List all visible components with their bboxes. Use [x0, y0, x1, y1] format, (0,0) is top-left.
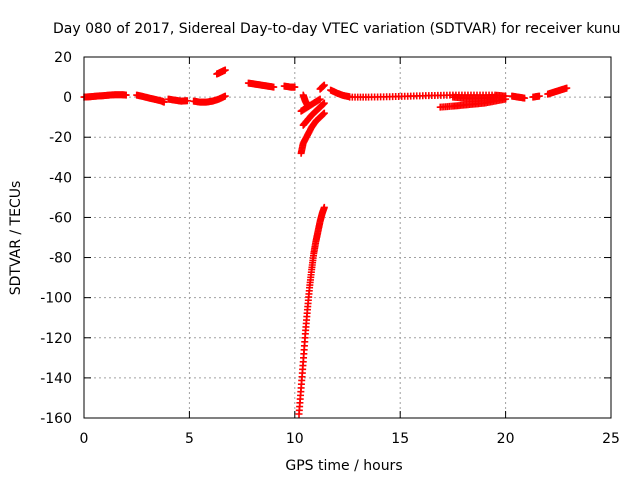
series-arc18 [508, 92, 529, 102]
y-tick-label: -60 [49, 210, 72, 226]
data-point [183, 97, 191, 105]
series-arc13 [316, 81, 328, 93]
data-point [221, 92, 229, 100]
series-arc1 [80, 91, 130, 101]
data-point [502, 95, 510, 103]
series-arc11 [299, 91, 311, 109]
series-arc4 [190, 92, 229, 106]
y-tick-label: 0 [63, 90, 72, 106]
series-arc17 [449, 93, 499, 103]
x-tick-label: 20 [497, 431, 515, 447]
y-axis-label: SDTVAR / TECUs [8, 181, 24, 296]
y-tick-label: -20 [49, 130, 72, 146]
x-axis-label: GPS time / hours [285, 458, 402, 474]
y-tick-labels: 20 0 -20 -40 -60 -80 -100 -120 -140 -160 [40, 50, 72, 427]
y-tick-label: -140 [40, 371, 72, 387]
series-arc7 [280, 82, 299, 91]
data-point [320, 81, 328, 89]
series-arc5 [213, 66, 229, 78]
data-point [221, 66, 229, 74]
series-arc10 [297, 109, 328, 157]
series-arc19 [529, 92, 543, 101]
series-arc15 [346, 91, 510, 101]
series-arc16 [436, 95, 510, 111]
data-point [316, 95, 324, 103]
x-tick-label: 5 [185, 431, 194, 447]
chart-title: Day 080 of 2017, Sidereal Day-to-day VTE… [53, 21, 621, 37]
x-tick-labels: 0 5 10 15 20 25 [80, 431, 620, 447]
series-arc20 [544, 84, 571, 98]
y-tick-label: -160 [40, 411, 72, 427]
data-point [122, 91, 130, 99]
data-point [563, 84, 571, 92]
data-point [320, 109, 328, 117]
y-tick-label: -40 [49, 170, 72, 186]
plot-frame [83, 56, 612, 419]
series-arc9 [299, 99, 328, 129]
data-point [521, 94, 529, 102]
series-arc6 [244, 79, 278, 91]
data-point [160, 98, 168, 106]
y-tick-label: 20 [54, 50, 72, 66]
y-tick-label: -120 [40, 331, 72, 347]
data-point [270, 83, 278, 91]
x-tick-label: 25 [602, 431, 620, 447]
series-arc3 [164, 95, 191, 105]
x-tick-label: 15 [391, 431, 409, 447]
x-tick-label: 0 [80, 431, 89, 447]
y-tick-label: -80 [49, 251, 72, 267]
data-point [303, 101, 311, 109]
data-point [491, 93, 499, 101]
data-point [535, 92, 543, 100]
data-point [291, 83, 299, 91]
x-tick-label: 10 [286, 431, 304, 447]
grid-lines [84, 57, 611, 418]
series-arc12 [295, 203, 328, 418]
y-tick-label: -100 [40, 291, 72, 307]
data-point [320, 203, 328, 211]
data-points [80, 66, 571, 418]
data-point [320, 99, 328, 107]
series-arc2 [133, 91, 168, 106]
